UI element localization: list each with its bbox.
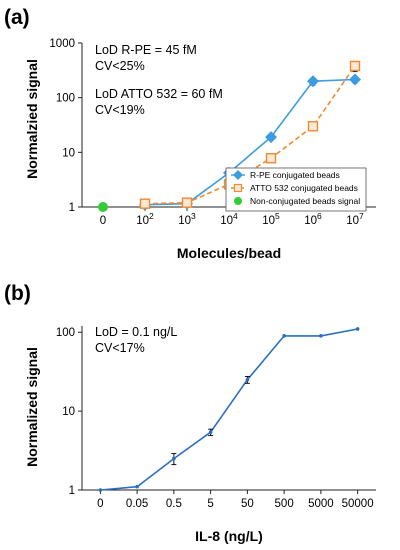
legend-swatch-marker-atto <box>233 183 243 193</box>
panel-b-y-tick-label: 100 <box>56 327 75 339</box>
panel-a-annotation-lod-rpe: LoD R-PE = 45 fM <box>95 43 197 57</box>
panel-b-y-tick-label: 10 <box>62 406 75 418</box>
panel-b-axes: 1 10 100 0 0.05 0.5 5 50 500 5000 50000 <box>56 326 376 510</box>
panel-a-y-tick-label: 100 <box>56 93 75 105</box>
panel-a-atto-532-conjugated-beads-point <box>307 121 319 132</box>
panel-a-x-tick-label: 105 <box>262 211 280 227</box>
panel-a-r-pe-conjugated-beads-point <box>265 131 277 144</box>
chart-panel-a: (a) Normalzied signal Molecules/bead LoD… <box>4 6 376 261</box>
chart-panel-b: (b) Normalized signal IL-8 (ng/L) LoD = … <box>4 282 376 544</box>
panel-b-x-tick-label: 0.5 <box>166 498 182 510</box>
panel-a-x-axis-title: Molecules/bead <box>177 245 281 261</box>
panel-a-x-tick-label: 102 <box>136 211 154 227</box>
legend-swatch-marker-nonconjugated <box>234 197 242 205</box>
panel-b-series-1-point <box>319 334 323 338</box>
panel-a-annotation-lod-atto: LoD ATTO 532 = 60 fM <box>95 87 223 101</box>
panel-a-r-pe-conjugated-beads-line <box>144 78 356 206</box>
panel-a-atto-532-conjugated-beads-point <box>265 153 277 164</box>
panel-b-series-1-point <box>208 430 213 435</box>
panel-a-atto-532-conjugated-beads-point <box>181 197 193 208</box>
panel-a-y-tick-label: 1 <box>69 202 75 214</box>
panel-b-x-tick-label: 0 <box>97 498 103 510</box>
panel-a-y-tick-label: 10 <box>62 147 75 159</box>
panel-b-series-1-point <box>355 327 360 331</box>
panel-b-x-tick-label: 5 <box>207 498 213 510</box>
panel-a-r-pe-conjugated-beads-point <box>307 75 319 88</box>
panel-a-x-tick-label: 104 <box>220 211 238 227</box>
panel-b-x-tick-label: 0.05 <box>126 498 148 510</box>
panel-a-x-tick-label: 103 <box>178 211 196 227</box>
panel-b-series-1-point <box>98 488 103 492</box>
panel-b-series-1-point <box>245 377 250 382</box>
panel-a-annotation-cv-rpe: CV<25% <box>95 59 145 73</box>
panel-a-label: (a) <box>4 6 30 29</box>
panel-a-legend: R-PE conjugated beads ATTO 532 conjugate… <box>225 167 367 212</box>
panel-a-r-pe-conjugated-beads-point <box>349 73 361 86</box>
panel-b-annotation-lod: LoD = 0.1 ng/L <box>95 325 177 339</box>
panel-a-x-tick-label: 0 <box>100 215 106 227</box>
panel-b-x-axis-title: IL-8 (ng/L) <box>195 528 263 544</box>
panel-a-y-tick-label: 1000 <box>49 38 75 50</box>
panel-a-y-axis-title: Normalzied signal <box>24 59 40 179</box>
panel-a-atto-532-conjugated-beads-point <box>139 198 151 209</box>
panel-b-series-1-point <box>282 334 286 338</box>
panel-b-series-1-line <box>100 328 358 491</box>
legend-label-atto: ATTO 532 conjugated beads <box>250 183 358 193</box>
panel-b-x-tick-label: 5000 <box>308 498 334 510</box>
panel-b-series-1-point <box>172 456 176 461</box>
legend-label-nonconjugated: Non-conjugated beads signal <box>250 196 360 206</box>
panel-a-x-tick-label: 106 <box>304 211 322 227</box>
legend-box <box>225 167 367 212</box>
panel-b-x-tick-label: 50 <box>241 498 254 510</box>
panel-a-annotation-cv-atto: CV<19% <box>95 103 145 117</box>
panel-b-marks <box>98 327 360 492</box>
panel-a-axes: 1 10 100 1000 0 102 103 104 105 106 107 <box>49 38 376 227</box>
panel-a-x-tick-label: 107 <box>346 211 364 227</box>
panel-b-y-axis-title: Normalized signal <box>24 347 40 467</box>
panel-b-label: (b) <box>4 282 31 305</box>
panel-b-x-tick-label: 500 <box>275 498 294 510</box>
panel-b-annotation-cv: CV<17% <box>95 341 145 355</box>
legend-label-rpe: R-PE conjugated beads <box>250 170 340 180</box>
panel-a-non-conjugated-beads-signal-point <box>98 202 108 212</box>
legend-swatch-marker-rpe <box>233 170 243 180</box>
panel-a-atto-532-conjugated-beads-point <box>349 60 361 72</box>
panel-b-x-tick-label: 50000 <box>342 498 374 510</box>
panel-b-y-tick-label: 1 <box>69 485 75 497</box>
panel-b-series-1-point <box>135 484 139 489</box>
